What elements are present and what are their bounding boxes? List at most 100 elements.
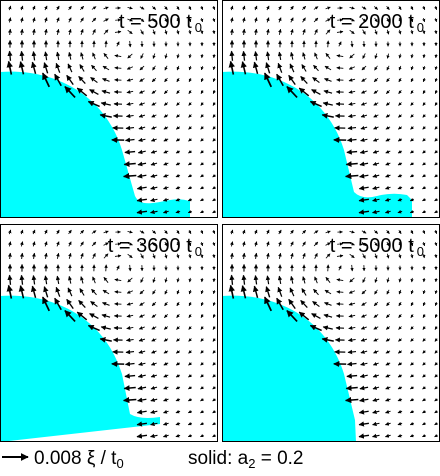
flow-arrow (253, 275, 259, 285)
flow-arrow (116, 41, 120, 47)
flow-arrow (263, 72, 273, 88)
flow-arrow (188, 253, 192, 259)
flow-arrow (127, 18, 133, 22)
flow-arrow (80, 276, 84, 284)
flow-arrow (345, 161, 358, 167)
flow-arrow (188, 6, 192, 11)
flow-arrow (410, 53, 414, 59)
flow-arrow (241, 50, 247, 61)
flow-arrow (176, 253, 180, 259)
flow-arrow (164, 277, 168, 283)
flow-arrow (138, 114, 146, 118)
flow-arrow (87, 324, 100, 332)
flow-arrow (410, 385, 414, 390)
flow-arrow (56, 5, 60, 11)
flow-arrow (151, 301, 157, 307)
flow-arrow (212, 150, 216, 154)
flow-arrow (345, 396, 359, 404)
flow-arrow (302, 28, 306, 35)
flow-arrow (410, 289, 414, 295)
flow-arrow (99, 337, 112, 343)
flow-arrow (242, 17, 246, 23)
flow-arrow (188, 17, 192, 23)
flow-arrow (385, 197, 391, 202)
flow-arrow (349, 230, 355, 234)
flow-arrow (336, 54, 344, 58)
flow-arrow (289, 63, 295, 73)
flow-arrow (349, 277, 355, 283)
flow-arrow (386, 6, 390, 10)
flow-arrow (398, 301, 402, 307)
flow-arrow (422, 350, 426, 354)
flow-arrow (361, 6, 367, 10)
flow-arrow (140, 29, 144, 35)
flow-arrow (314, 253, 318, 259)
flow-arrow (422, 185, 426, 190)
flow-arrow (240, 285, 247, 299)
flow-arrow (7, 252, 12, 259)
flow-arrow (372, 433, 380, 439)
flow-arrow (242, 241, 246, 247)
flow-arrow (361, 17, 367, 23)
flow-arrow (200, 209, 204, 214)
solid-label: solid: a2 = 0.2 (188, 448, 304, 471)
flow-arrow (140, 253, 144, 259)
flow-arrow (422, 102, 426, 106)
flow-arrow (188, 126, 192, 130)
flow-arrow (322, 101, 333, 107)
flow-arrow (125, 337, 134, 343)
flow-arrow (336, 278, 344, 282)
flow-arrow (212, 6, 216, 11)
flow-arrow (126, 314, 134, 318)
flow-arrow (349, 29, 355, 35)
flow-arrow (254, 17, 258, 23)
flow-arrow (397, 173, 403, 178)
flow-arrow (114, 54, 122, 58)
flow-arrow (398, 289, 402, 295)
flow-arrow (30, 285, 37, 299)
flow-arrow (358, 409, 369, 415)
flow-arrow (102, 289, 110, 295)
flow-arrow (19, 274, 25, 285)
flow-arrow (410, 77, 414, 83)
flow-arrow (6, 60, 14, 75)
flow-arrow (125, 113, 134, 119)
flow-arrow (422, 126, 426, 130)
flow-arrow (321, 113, 334, 119)
flow-arrow (212, 409, 216, 414)
flow-arrow (314, 276, 318, 284)
flow-arrow (20, 17, 24, 23)
flow-arrow (278, 28, 282, 35)
flow-arrow (359, 173, 369, 179)
flow-arrow (67, 63, 73, 73)
flow-arrow (212, 397, 216, 402)
flow-arrow (372, 421, 380, 427)
flow-arrow (212, 302, 216, 307)
flow-arrow (385, 409, 391, 414)
flow-arrow (398, 90, 402, 94)
flow-arrow (385, 185, 391, 190)
flow-arrow (228, 60, 236, 75)
flow-arrow (163, 421, 169, 426)
flow-arrow (92, 52, 96, 60)
flow-arrow (200, 18, 204, 23)
flow-arrow (200, 433, 204, 438)
flow-arrow (152, 230, 156, 234)
flow-arrow (175, 126, 180, 130)
flow-arrow (176, 314, 180, 318)
flow-arrow (372, 161, 380, 166)
flow-arrow (7, 274, 13, 285)
flow-arrow (152, 17, 156, 23)
flow-arrow (151, 314, 157, 318)
flow-arrow (101, 313, 111, 319)
flow-arrow (163, 373, 169, 378)
flow-arrow (323, 313, 333, 319)
flow-arrow (290, 28, 294, 35)
flow-arrow (76, 87, 88, 97)
flow-arrow (242, 5, 246, 11)
flow-arrow (188, 53, 192, 59)
flow-arrow (176, 29, 180, 35)
flow-arrow (212, 290, 216, 295)
